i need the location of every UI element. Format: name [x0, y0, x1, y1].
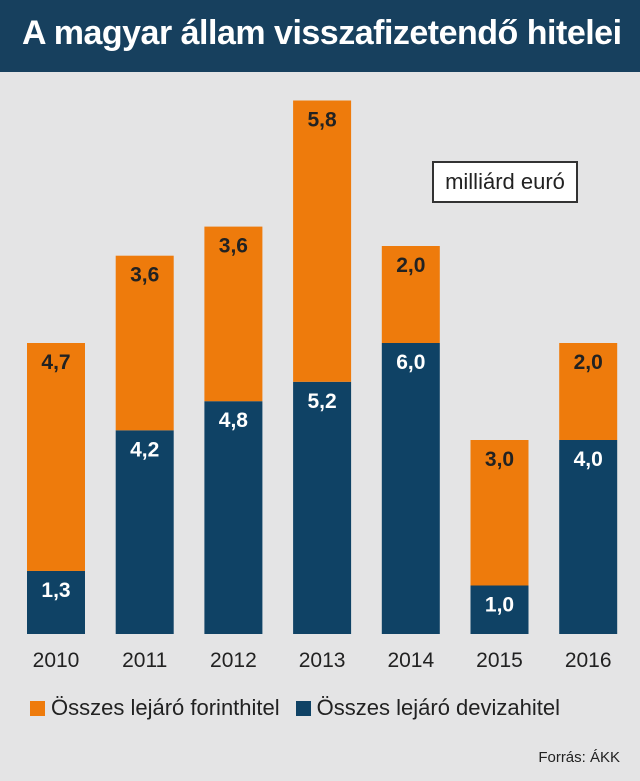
data-label-deviza-2016: 4,0 [574, 448, 603, 471]
bar-forint-2015 [470, 440, 529, 586]
data-label-deviza-2013: 5,2 [307, 390, 336, 413]
legend-item-forint: Összes lejáró forinthitel [30, 695, 280, 721]
header-bar: A magyar állam visszafizetendő hitelei [0, 0, 640, 72]
legend-label-forint: Összes lejáró forinthitel [51, 695, 280, 720]
data-label-deviza-2010: 1,3 [41, 579, 70, 602]
x-tick-label-2013: 2013 [299, 649, 346, 672]
x-tick-label-2012: 2012 [210, 649, 257, 672]
data-label-forint-2016: 2,0 [574, 351, 603, 374]
source-note: Forrás: ÁKK [538, 749, 620, 766]
bar-forint-2011 [115, 255, 174, 431]
data-label-forint-2012: 3,6 [219, 235, 248, 258]
data-label-deviza-2011: 4,2 [130, 438, 159, 461]
bar-forint-2016 [559, 343, 618, 440]
x-tick-label-2016: 2016 [565, 649, 612, 672]
bar-forint-2013 [293, 100, 352, 382]
legend-swatch-forint [30, 700, 45, 716]
legend-swatch-deviza [295, 700, 311, 716]
data-label-deviza-2014: 6,0 [396, 351, 425, 374]
bar-deviza-2015 [470, 585, 529, 634]
bar-deviza-2010 [27, 570, 85, 634]
x-tick-label-2014: 2014 [387, 649, 434, 672]
bar-deviza-2011 [115, 430, 174, 634]
data-label-forint-2010: 4,7 [41, 351, 70, 374]
legend: Összes lejáró forinthitel Összes lejáró … [30, 694, 576, 722]
legend-item-deviza: Összes lejáró devizahitel [295, 695, 560, 721]
bar-deviza-2014 [381, 343, 440, 634]
bar-forint-2010 [27, 343, 85, 571]
bar-forint-2014 [381, 246, 440, 343]
chart-title: A magyar állam visszafizetendő hitelei [22, 14, 622, 52]
unit-label: milliárd euró [432, 161, 578, 203]
bar-deviza-2012 [204, 401, 263, 634]
x-tick-label-2011: 2011 [122, 649, 167, 672]
data-label-deviza-2012: 4,8 [219, 409, 249, 432]
bar-deviza-2016 [559, 440, 618, 634]
data-label-forint-2014: 2,0 [396, 254, 425, 277]
data-label-deviza-2015: 1,0 [485, 594, 514, 617]
data-label-forint-2011: 3,6 [130, 264, 159, 287]
x-tick-label-2015: 2015 [476, 649, 523, 672]
x-tick-label-2010: 2010 [33, 649, 80, 672]
data-label-forint-2015: 3,0 [485, 448, 514, 471]
bar-deviza-2013 [293, 381, 352, 634]
legend-label-deviza: Összes lejáró devizahitel [316, 695, 560, 720]
bar-forint-2012 [204, 226, 263, 402]
data-label-forint-2013: 5,8 [307, 109, 337, 132]
